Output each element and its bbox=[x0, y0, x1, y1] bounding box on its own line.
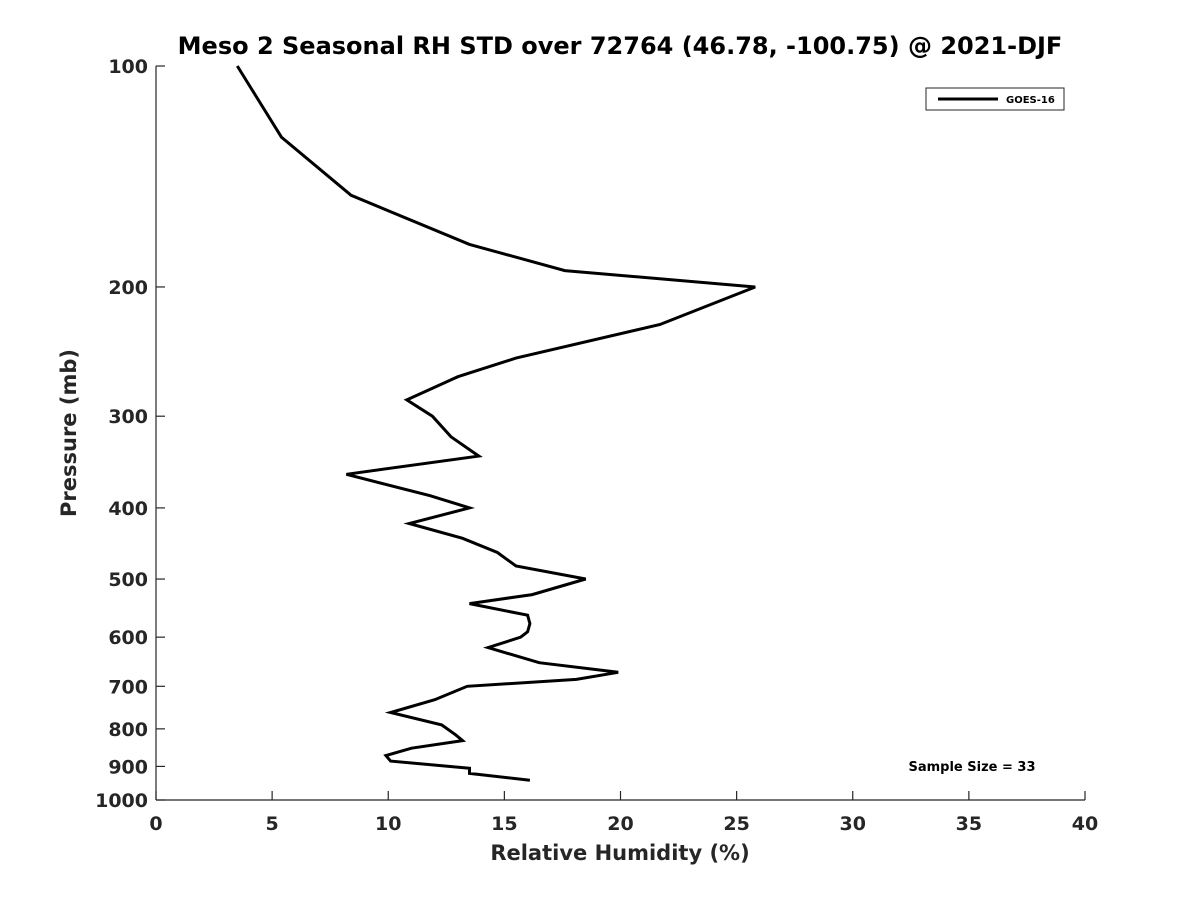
x-tick-label: 35 bbox=[956, 813, 982, 835]
y-axis-ticks: 100 200 300 400 500 600 700 800 900 1000 bbox=[95, 56, 165, 812]
x-tick-label: 20 bbox=[607, 813, 633, 835]
x-tick-label: 5 bbox=[266, 813, 279, 835]
chart-title: Meso 2 Seasonal RH STD over 72764 (46.78… bbox=[178, 32, 1063, 60]
y-tick-label: 700 bbox=[108, 676, 148, 698]
y-axis-label: Pressure (mb) bbox=[57, 349, 81, 517]
x-tick-label: 0 bbox=[149, 813, 162, 835]
series-layer bbox=[236, 65, 756, 782]
x-tick-label: 10 bbox=[375, 813, 401, 835]
y-tick-label: 100 bbox=[108, 56, 148, 78]
legend: GOES-16 bbox=[925, 87, 1065, 111]
x-tick-label: 30 bbox=[840, 813, 866, 835]
legend-label-goes-16: GOES-16 bbox=[1006, 95, 1055, 106]
y-tick-label: 900 bbox=[108, 756, 148, 778]
y-tick-label: 400 bbox=[108, 498, 148, 520]
x-axis-label: Relative Humidity (%) bbox=[490, 841, 749, 865]
y-tick-label: 600 bbox=[108, 627, 148, 649]
sample-size-annotation: Sample Size = 33 bbox=[908, 760, 1035, 775]
y-tick-label: 800 bbox=[108, 719, 148, 741]
y-tick-label: 300 bbox=[108, 406, 148, 428]
y-tick-label: 1000 bbox=[95, 790, 148, 812]
y-tick-label: 200 bbox=[108, 277, 148, 299]
x-tick-label: 25 bbox=[723, 813, 749, 835]
y-tick-label: 500 bbox=[108, 569, 148, 591]
x-axis-ticks: 0 5 10 15 20 25 30 35 40 bbox=[149, 791, 1098, 835]
axes bbox=[155, 66, 1085, 801]
series-line-goes-16 bbox=[236, 65, 756, 782]
x-tick-label: 15 bbox=[491, 813, 517, 835]
x-tick-label: 40 bbox=[1072, 813, 1098, 835]
